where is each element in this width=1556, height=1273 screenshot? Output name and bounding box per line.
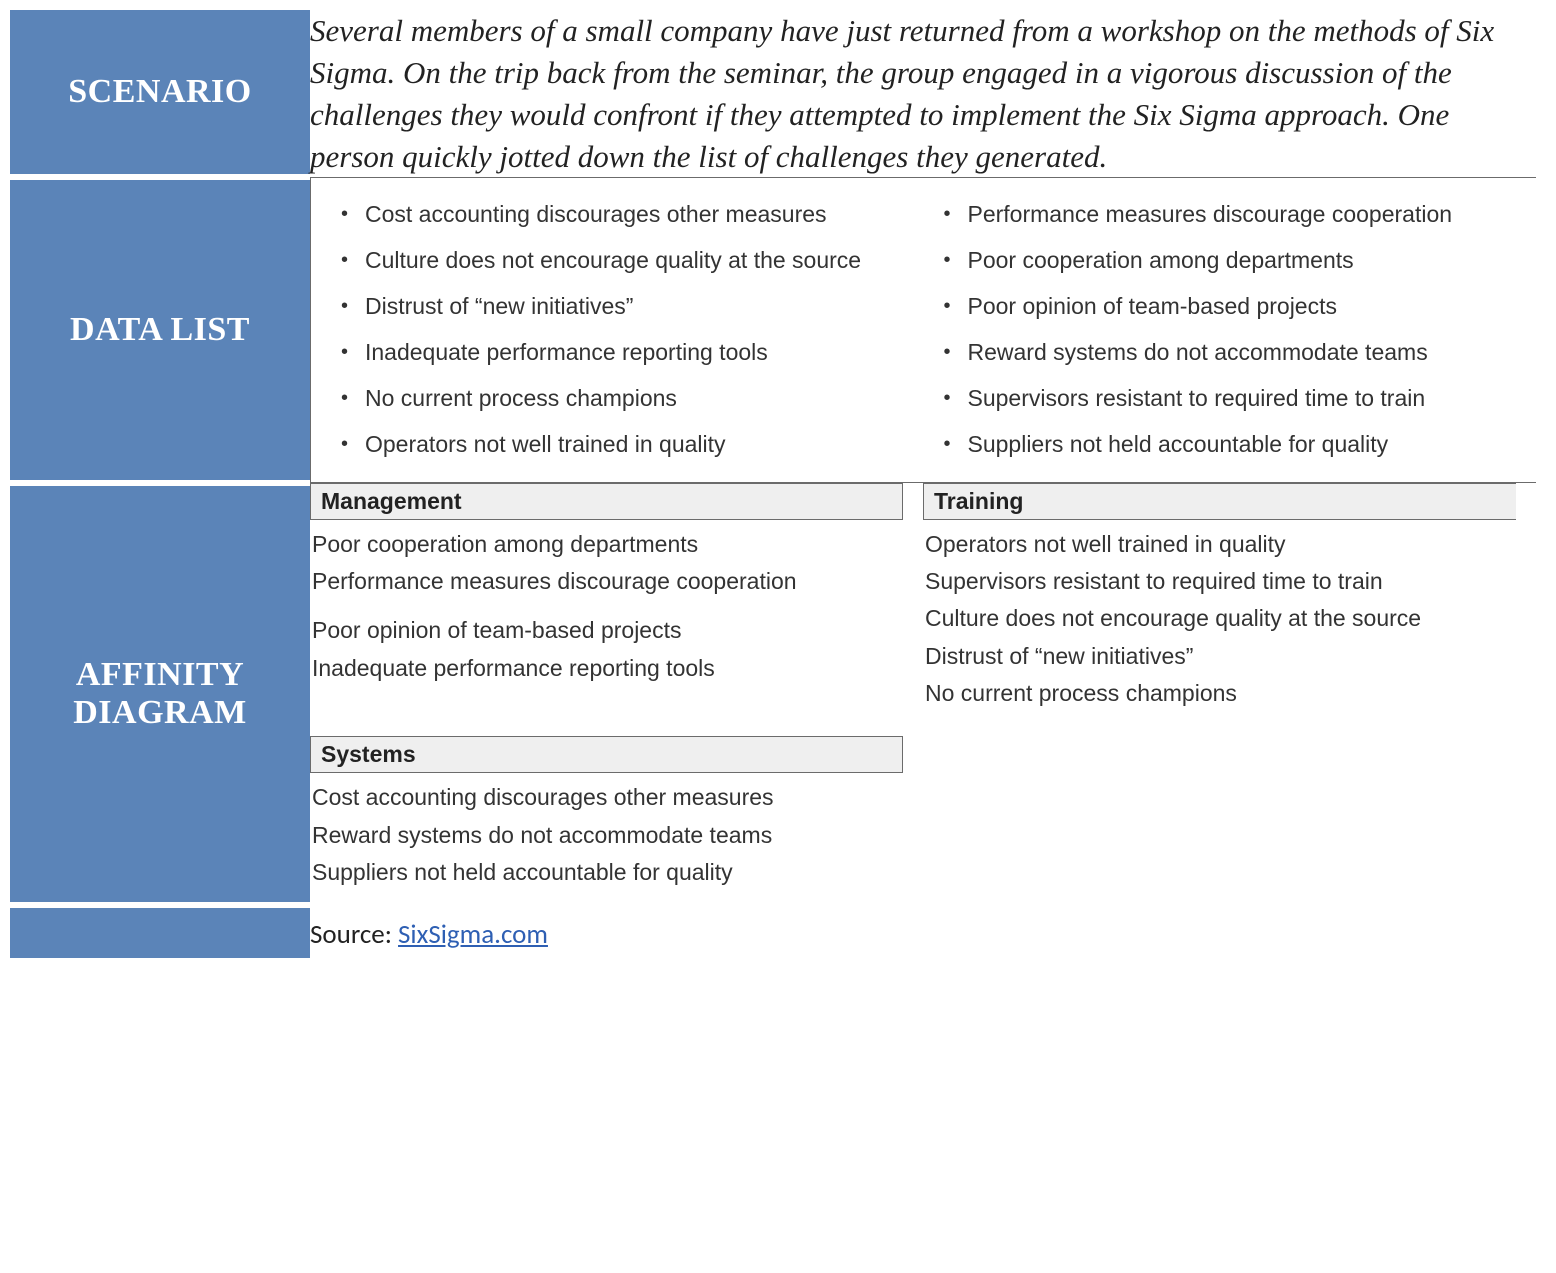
bullet-icon: • (341, 292, 365, 320)
data-list-col-right: •Performance measures discourage coopera… (924, 192, 1527, 467)
affinity-item: Reward systems do not accommodate teams (312, 817, 903, 854)
main-table: SCENARIO Several members of a small comp… (10, 10, 1536, 958)
affinity-item: Poor opinion of team-based projects (312, 612, 903, 649)
list-item-text: Cost accounting discourages other measur… (365, 200, 827, 230)
list-item: •Performance measures discourage coopera… (924, 192, 1527, 238)
affinity-header-management: Management (310, 483, 903, 520)
affinity-item: Supervisors resistant to required time t… (925, 563, 1516, 600)
bullet-icon: • (944, 384, 968, 412)
list-item: •Suppliers not held accountable for qual… (924, 422, 1527, 468)
affinity-header-systems: Systems (310, 736, 903, 773)
content-affinity: Management Poor cooperation among depart… (310, 483, 1536, 906)
affinity-item: No current process champions (925, 675, 1516, 712)
affinity-item: Cost accounting discourages other measur… (312, 779, 903, 816)
bullet-icon: • (944, 246, 968, 274)
label-affinity: AFFINITY DIAGRAM (10, 483, 310, 906)
bullet-icon: • (341, 246, 365, 274)
affinity-header-training: Training (923, 483, 1516, 520)
bullet-icon: • (944, 200, 968, 228)
bullet-icon: • (341, 200, 365, 228)
affinity-item: Operators not well trained in quality (925, 526, 1516, 563)
list-item-text: Culture does not encourage quality at th… (365, 246, 861, 276)
bullet-icon: • (341, 430, 365, 458)
affinity-group-systems: Systems Cost accounting discourages othe… (310, 736, 923, 905)
list-item-text: Operators not well trained in quality (365, 430, 726, 460)
row-scenario: SCENARIO Several members of a small comp… (10, 10, 1536, 177)
content-source: Source: SixSigma.com (310, 905, 1536, 958)
bullet-icon: • (944, 338, 968, 366)
label-data-list: DATA LIST (10, 177, 310, 482)
affinity-item: Poor cooperation among departments (312, 526, 903, 563)
label-spacer (10, 905, 310, 958)
affinity-items-systems: Cost accounting discourages other measur… (310, 773, 903, 905)
list-item: •Culture does not encourage quality at t… (321, 238, 924, 284)
label-scenario: SCENARIO (10, 10, 310, 177)
affinity-item: Culture does not encourage quality at th… (925, 600, 1516, 637)
list-item-text: Reward systems do not accommodate teams (968, 338, 1428, 368)
data-list-columns: •Cost accounting discourages other measu… (321, 192, 1526, 467)
affinity-item: Inadequate performance reporting tools (312, 650, 903, 687)
list-item: •Distrust of “new initiatives” (321, 284, 924, 330)
list-item: •Poor opinion of team-based projects (924, 284, 1527, 330)
source-line: Source: SixSigma.com (310, 912, 1536, 951)
affinity-item-gap (312, 600, 903, 612)
affinity-item: Distrust of “new initiatives” (925, 638, 1516, 675)
bullet-icon: • (944, 430, 968, 458)
row-source: Source: SixSigma.com (10, 905, 1536, 958)
data-list-box: •Cost accounting discourages other measu… (310, 177, 1536, 482)
content-data-list: •Cost accounting discourages other measu… (310, 177, 1536, 482)
list-item-text: No current process champions (365, 384, 677, 414)
scenario-text: Several members of a small company have … (310, 10, 1536, 177)
list-item: •Reward systems do not accommodate teams (924, 330, 1527, 376)
row-data-list: DATA LIST •Cost accounting discourages o… (10, 177, 1536, 482)
data-list-col-left: •Cost accounting discourages other measu… (321, 192, 924, 467)
affinity-item: Suppliers not held accountable for quali… (312, 854, 903, 891)
affinity-item: Performance measures discourage cooperat… (312, 563, 903, 600)
list-item-text: Performance measures discourage cooperat… (968, 200, 1453, 230)
source-prefix: Source: (310, 918, 398, 951)
row-affinity: AFFINITY DIAGRAM Management Poor coopera… (10, 483, 1536, 906)
bullet-icon: • (341, 338, 365, 366)
list-item: •Cost accounting discourages other measu… (321, 192, 924, 238)
list-item-text: Inadequate performance reporting tools (365, 338, 768, 368)
list-item: •Poor cooperation among departments (924, 238, 1527, 284)
list-item-text: Suppliers not held accountable for quali… (968, 430, 1389, 460)
list-item: •Operators not well trained in quality (321, 422, 924, 468)
list-item: •Inadequate performance reporting tools (321, 330, 924, 376)
list-item: •Supervisors resistant to required time … (924, 376, 1527, 422)
bullet-icon: • (341, 384, 365, 412)
list-item-text: Supervisors resistant to required time t… (968, 384, 1426, 414)
source-link[interactable]: SixSigma.com (398, 918, 548, 951)
affinity-items-management: Poor cooperation among departments Perfo… (310, 520, 903, 701)
list-item-text: Distrust of “new initiatives” (365, 292, 633, 322)
content-scenario: Several members of a small company have … (310, 10, 1536, 177)
list-item: •No current process champions (321, 376, 924, 422)
affinity-grid: Management Poor cooperation among depart… (310, 483, 1536, 906)
bullet-icon: • (944, 292, 968, 320)
page: SCENARIO Several members of a small comp… (0, 0, 1556, 998)
affinity-group-training: Training Operators not well trained in q… (923, 483, 1536, 727)
list-item-text: Poor opinion of team-based projects (968, 292, 1338, 322)
list-item-text: Poor cooperation among departments (968, 246, 1354, 276)
affinity-items-training: Operators not well trained in quality Su… (923, 520, 1516, 727)
affinity-group-management: Management Poor cooperation among depart… (310, 483, 923, 727)
